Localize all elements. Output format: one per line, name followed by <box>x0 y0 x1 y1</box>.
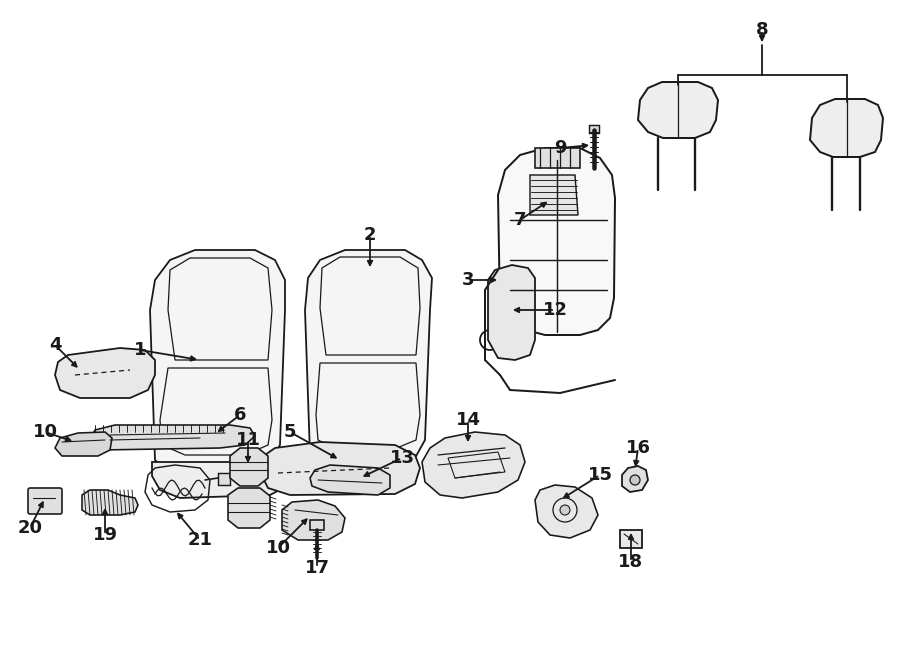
Polygon shape <box>228 488 270 528</box>
Text: 8: 8 <box>756 21 769 39</box>
Polygon shape <box>282 500 345 540</box>
Text: 3: 3 <box>462 271 474 289</box>
Bar <box>589 125 599 133</box>
Text: 5: 5 <box>284 423 296 441</box>
Polygon shape <box>88 425 255 450</box>
Text: 20: 20 <box>17 519 42 537</box>
Polygon shape <box>638 82 718 138</box>
Text: 15: 15 <box>588 466 613 484</box>
Polygon shape <box>535 485 598 538</box>
Polygon shape <box>260 442 420 495</box>
Text: 11: 11 <box>236 431 260 449</box>
Text: 6: 6 <box>234 406 247 424</box>
Text: 9: 9 <box>554 139 566 157</box>
Circle shape <box>630 475 640 485</box>
Text: 10: 10 <box>266 539 291 557</box>
Polygon shape <box>305 250 432 465</box>
Polygon shape <box>152 462 290 498</box>
Polygon shape <box>55 348 155 398</box>
Text: 14: 14 <box>455 411 481 429</box>
Polygon shape <box>55 432 112 456</box>
Text: 13: 13 <box>390 449 415 467</box>
Text: 10: 10 <box>32 423 58 441</box>
Polygon shape <box>530 175 578 215</box>
Text: 17: 17 <box>304 559 329 577</box>
Text: 4: 4 <box>49 336 61 354</box>
Bar <box>620 530 642 548</box>
Polygon shape <box>150 250 285 470</box>
FancyBboxPatch shape <box>28 488 62 514</box>
Polygon shape <box>488 265 535 360</box>
Text: 7: 7 <box>514 211 526 229</box>
Text: 12: 12 <box>543 301 568 319</box>
Text: 1: 1 <box>134 341 146 359</box>
Polygon shape <box>422 432 525 498</box>
Polygon shape <box>82 490 138 515</box>
Polygon shape <box>622 466 648 492</box>
Polygon shape <box>230 448 268 486</box>
Bar <box>218 473 230 485</box>
Bar <box>535 148 580 168</box>
Text: 18: 18 <box>618 553 644 571</box>
Polygon shape <box>310 465 390 495</box>
Text: 2: 2 <box>364 226 376 244</box>
Text: 21: 21 <box>187 531 212 549</box>
Text: 19: 19 <box>93 526 118 544</box>
Polygon shape <box>498 148 615 335</box>
Text: 16: 16 <box>626 439 651 457</box>
Circle shape <box>560 505 570 515</box>
Bar <box>310 520 324 530</box>
Polygon shape <box>810 99 883 157</box>
